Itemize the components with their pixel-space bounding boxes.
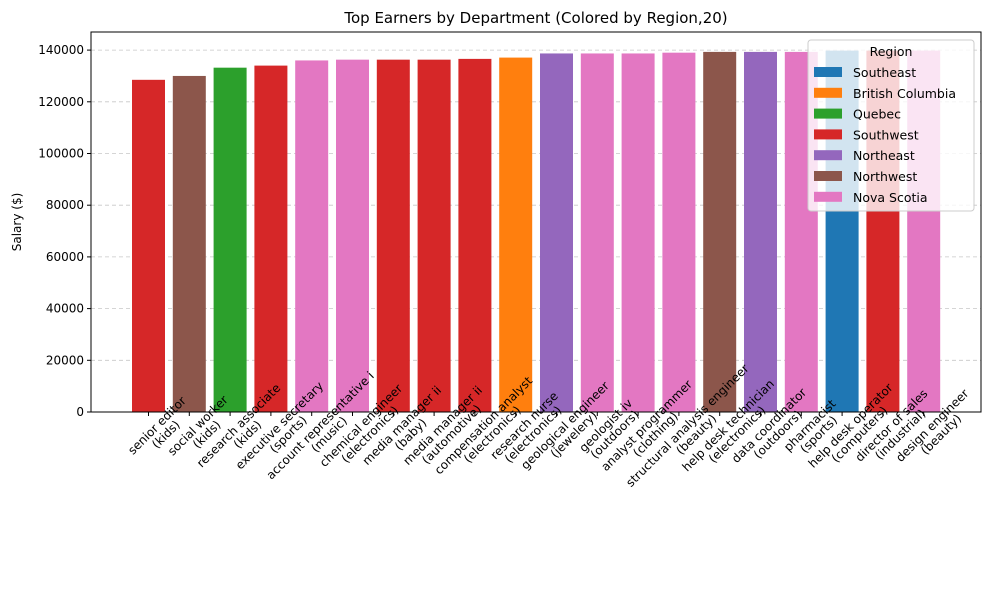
y-tick-label: 20000: [46, 353, 84, 367]
legend: Region Southeast British Columbia Quebec Sou…: [807, 39, 975, 212]
y-tick-label: 140000: [38, 43, 84, 57]
y-tick-label: 40000: [46, 302, 84, 316]
bar: [376, 59, 410, 413]
bar: [744, 51, 777, 413]
bar: [621, 53, 655, 413]
y-tick-label: 120000: [38, 95, 84, 109]
legend-swatch: [814, 150, 842, 161]
y-tick-label: 80000: [46, 198, 84, 212]
legend-swatch: [814, 191, 842, 202]
legend-swatch: [814, 108, 842, 119]
y-tick-label: 0: [76, 405, 84, 419]
bar: [417, 59, 451, 413]
bar: [499, 57, 533, 413]
bar: [132, 79, 165, 413]
legend-entry: Southwest: [853, 127, 919, 142]
y-axis-label: Salary ($): [10, 193, 24, 252]
legend-swatch: [814, 171, 842, 181]
bar: [703, 51, 737, 413]
bar: [254, 65, 288, 413]
legend-entry: British Columbia: [853, 86, 956, 101]
legend-entry: Nova Scotia: [853, 190, 928, 205]
plot-frame: [90, 31, 982, 413]
bar: [213, 67, 247, 413]
legend-entry: Southeast: [853, 65, 916, 80]
legend-swatch: [814, 67, 842, 77]
bar: [458, 58, 492, 413]
y-tick-label: 60000: [46, 250, 84, 264]
legend-box: [807, 39, 975, 212]
legend-entry: Quebec: [853, 107, 901, 122]
bar: [172, 75, 206, 412]
bar: [540, 53, 573, 413]
legend-swatch: [814, 87, 842, 98]
legend-title: Region: [870, 44, 913, 59]
legend-swatch: [814, 129, 842, 140]
bar: [662, 52, 696, 413]
legend-entry: Northwest: [853, 169, 917, 184]
bar: [295, 60, 329, 413]
bars: [132, 50, 941, 413]
legend-entry: Northeast: [853, 148, 915, 163]
chart-title: Top Earners by Department (Colored by Re…: [343, 9, 727, 27]
bar: [580, 53, 614, 413]
y-tick-label: 100000: [38, 146, 84, 160]
bar: [336, 59, 369, 413]
y-axis: 0 20000 40000 60000 80000 100000 120000 140000: [38, 43, 91, 419]
